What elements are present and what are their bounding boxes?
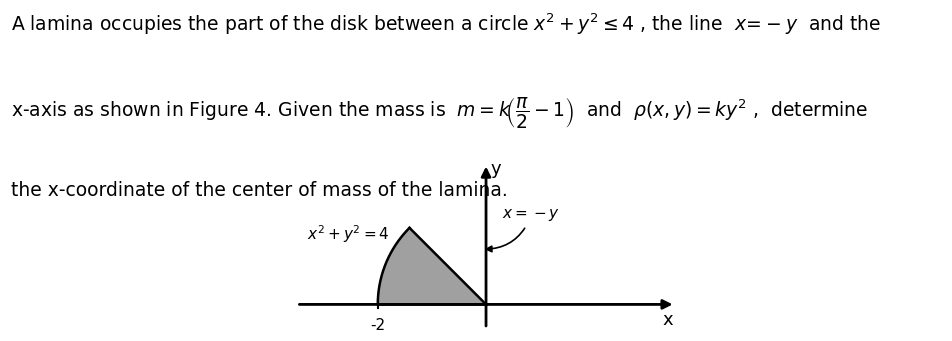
Text: y: y	[490, 160, 501, 178]
Polygon shape	[377, 228, 486, 305]
Text: the x-coordinate of the center of mass of the lamina.: the x-coordinate of the center of mass o…	[11, 181, 507, 200]
Text: $x = -y$: $x = -y$	[486, 207, 560, 252]
Text: x-axis as shown in Figure 4. Given the mass is  $m=k\!\left(\dfrac{\pi}{2}-1\rig: x-axis as shown in Figure 4. Given the m…	[11, 95, 868, 131]
Text: $x^2 + y^2 = 4$: $x^2 + y^2 = 4$	[307, 223, 389, 245]
Text: x: x	[662, 311, 672, 329]
Text: A lamina occupies the part of the disk between a circle $x^2 +y^2 \leq 4$ , the : A lamina occupies the part of the disk b…	[11, 12, 881, 38]
Text: -2: -2	[369, 318, 385, 333]
